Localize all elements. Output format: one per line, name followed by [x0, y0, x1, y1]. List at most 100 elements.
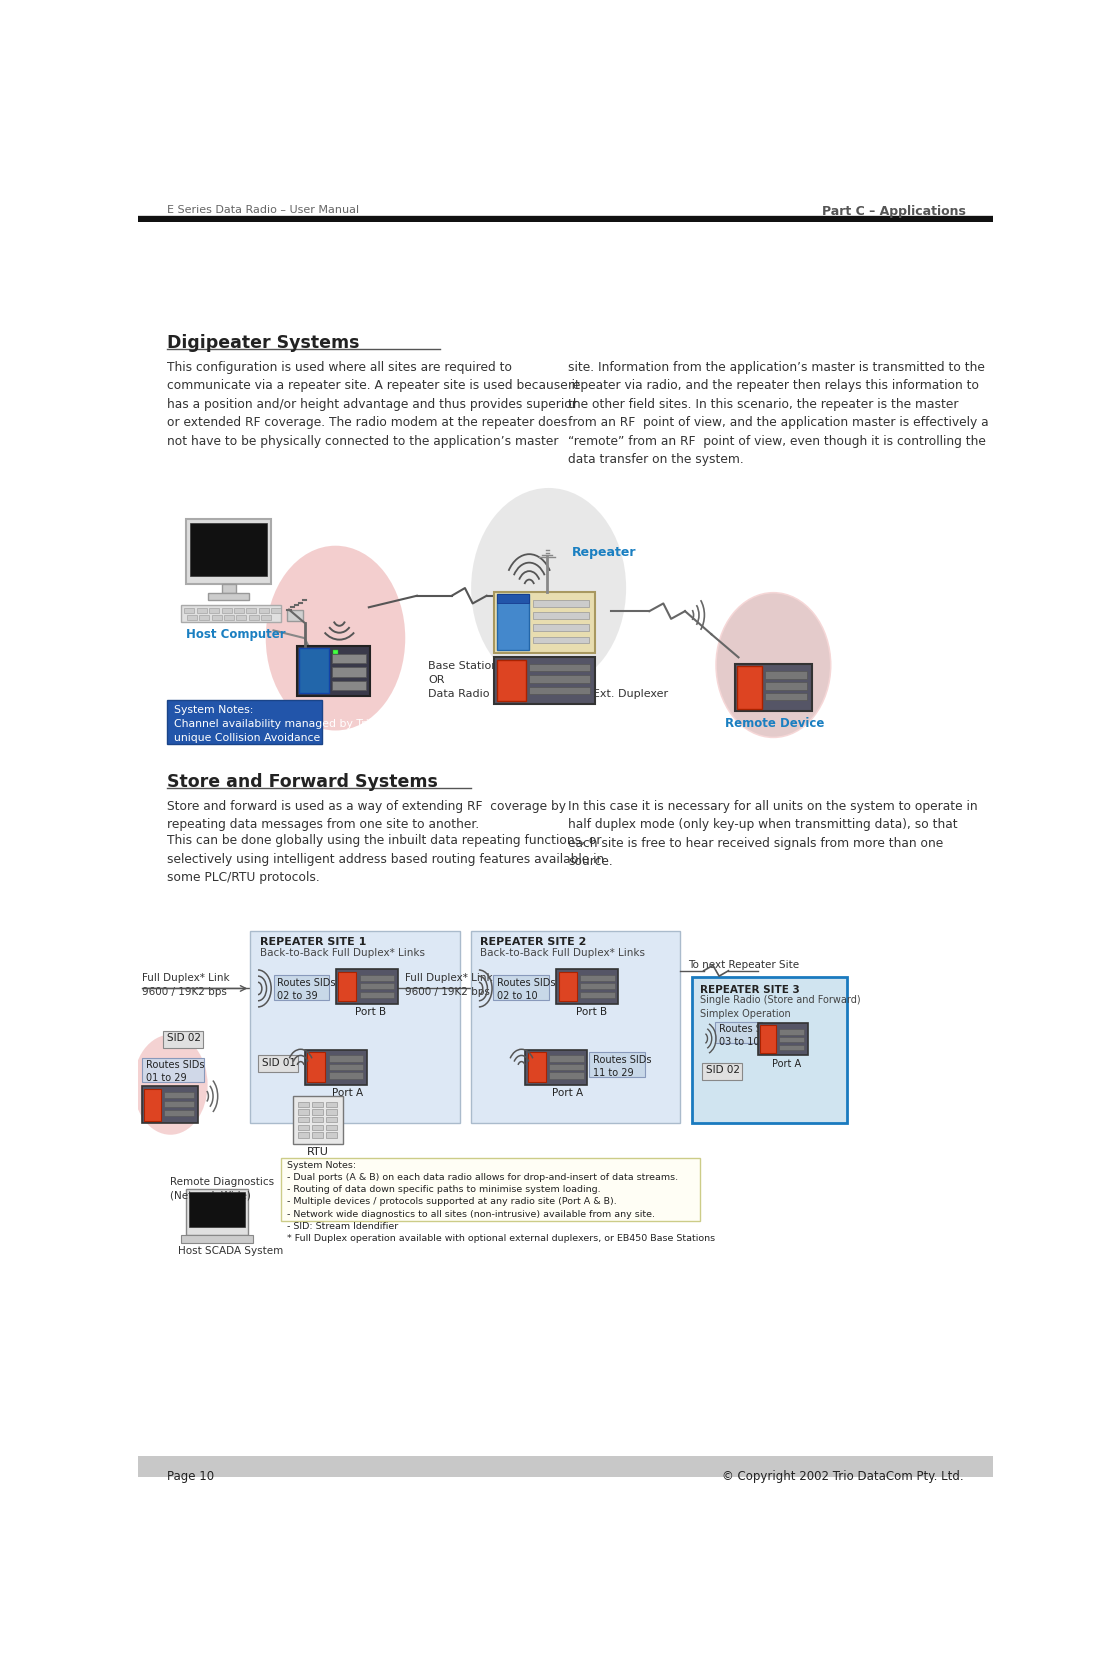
Text: Routes SIDs
11 to 29: Routes SIDs 11 to 29	[592, 1054, 651, 1077]
Bar	[162, 1031, 203, 1047]
Bar	[196, 608, 207, 613]
Text: SID 02: SID 02	[706, 1066, 740, 1076]
Bar	[692, 976, 847, 1124]
Text: Port B: Port B	[576, 1008, 607, 1018]
Text: RTU: RTU	[307, 1147, 329, 1157]
Bar	[181, 604, 281, 622]
Text: System Notes:
Channel availability managed by Trio’s
unique Collision Avoidance : System Notes: Channel availability manag…	[173, 706, 384, 744]
Bar	[529, 687, 590, 694]
Text: REPEATER SITE 3: REPEATER SITE 3	[699, 984, 800, 994]
Bar	[333, 649, 338, 654]
Text: Host Computer: Host Computer	[186, 627, 286, 641]
Bar	[190, 523, 267, 576]
Text: System Notes:
- Dual ports (A & B) on each data radio allows for drop-and-insert: System Notes: - Dual ports (A & B) on ea…	[287, 1160, 715, 1243]
Bar	[312, 1125, 323, 1130]
Bar	[779, 1029, 804, 1034]
Bar	[525, 1051, 588, 1084]
Bar	[312, 1102, 323, 1107]
Bar	[559, 971, 577, 1001]
Bar	[360, 974, 394, 981]
Bar	[164, 1111, 194, 1116]
Bar	[329, 1072, 363, 1079]
Bar	[779, 1038, 804, 1042]
Text: Repeater: Repeater	[571, 546, 636, 559]
Bar	[737, 666, 762, 709]
Bar	[715, 1021, 762, 1042]
Text: SID 01: SID 01	[261, 1057, 296, 1067]
Bar	[360, 991, 394, 998]
Text: Host SCADA System: Host SCADA System	[179, 1247, 283, 1257]
Bar	[288, 609, 303, 621]
Bar	[222, 584, 236, 593]
Bar	[764, 682, 806, 689]
Bar	[556, 969, 619, 1004]
Bar	[312, 1117, 323, 1122]
Text: To next Repeater Site: To next Repeater Site	[688, 959, 800, 969]
Text: E Series Data Radio – User Manual: E Series Data Radio – User Manual	[168, 206, 360, 216]
Text: Routes SIDs
02 to 39: Routes SIDs 02 to 39	[277, 978, 336, 1001]
Ellipse shape	[133, 1034, 207, 1135]
Bar	[764, 692, 806, 701]
Bar	[332, 654, 366, 662]
Bar	[326, 1125, 338, 1130]
Text: SID 02: SID 02	[167, 1033, 201, 1042]
Bar	[471, 931, 681, 1124]
Bar	[307, 1052, 325, 1082]
Bar	[360, 983, 394, 989]
Bar	[297, 646, 371, 696]
Bar	[549, 1056, 583, 1062]
Bar	[529, 664, 590, 671]
Bar	[164, 1101, 194, 1107]
Bar	[189, 1192, 245, 1227]
Text: © Copyright 2002 Trio DataCom Pty. Ltd.: © Copyright 2002 Trio DataCom Pty. Ltd.	[721, 1471, 963, 1484]
Text: Single Radio (Store and Forward)
Simplex Operation: Single Radio (Store and Forward) Simplex…	[699, 996, 860, 1019]
Text: Routes SIDs
03 to 10: Routes SIDs 03 to 10	[719, 1024, 778, 1047]
Bar	[496, 659, 526, 701]
Bar	[234, 608, 244, 613]
Bar	[332, 681, 366, 691]
Bar	[274, 976, 330, 999]
Bar	[259, 608, 269, 613]
Bar	[299, 647, 329, 692]
Text: This can be done globally using the inbuilt data repeating functions, or
selecti: This can be done globally using the inbu…	[168, 835, 604, 885]
Bar	[212, 614, 222, 619]
Bar	[758, 1023, 808, 1056]
Bar	[533, 599, 589, 606]
Text: Routes SIDs
02 to 10: Routes SIDs 02 to 10	[496, 978, 555, 1001]
Bar	[329, 1056, 363, 1062]
Bar	[549, 1072, 583, 1079]
Bar	[326, 1102, 338, 1107]
Bar	[338, 971, 356, 1001]
Bar	[200, 614, 210, 619]
Bar	[533, 636, 589, 644]
Bar	[210, 608, 219, 613]
Bar	[496, 594, 529, 604]
Text: site. Information from the application’s master is transmitted to the
repeater v: site. Information from the application’s…	[568, 360, 988, 466]
Bar	[184, 608, 194, 613]
Bar	[312, 1109, 323, 1116]
Bar	[298, 1132, 309, 1137]
Text: Digipeater Systems: Digipeater Systems	[168, 334, 360, 352]
Bar	[246, 608, 257, 613]
Ellipse shape	[717, 593, 829, 737]
Bar	[529, 676, 590, 682]
Bar	[527, 1052, 546, 1082]
Bar	[493, 976, 548, 999]
Ellipse shape	[715, 593, 832, 739]
Bar	[186, 1189, 248, 1235]
Bar	[261, 614, 271, 619]
Text: Back-to-Back Full Duplex* Links: Back-to-Back Full Duplex* Links	[481, 948, 645, 958]
Bar	[764, 671, 806, 679]
Text: Remote Device: Remote Device	[726, 717, 825, 730]
Bar	[207, 593, 249, 599]
Ellipse shape	[266, 546, 405, 730]
Bar	[533, 624, 589, 631]
Bar	[580, 991, 614, 998]
Text: Full Duplex* Link
9600 / 19K2 bps: Full Duplex* Link 9600 / 19K2 bps	[142, 973, 229, 998]
Text: Base Station - Full Duplex
OR
Data Radio - Full Duplex with Ext. Duplexer: Base Station - Full Duplex OR Data Radio…	[428, 661, 668, 699]
Text: Port A: Port A	[772, 1059, 801, 1069]
Text: Remote Diagnostics
(Network Wide): Remote Diagnostics (Network Wide)	[171, 1177, 275, 1200]
Bar	[144, 1089, 161, 1120]
Bar	[533, 613, 589, 619]
Bar	[142, 1086, 197, 1124]
